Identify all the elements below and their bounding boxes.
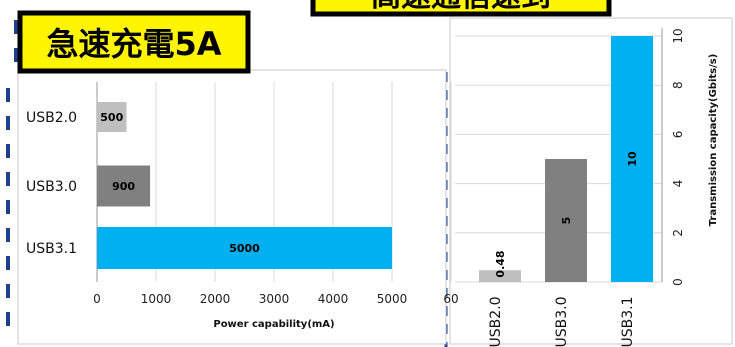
- y-tick-label: 0: [671, 278, 685, 286]
- x-tick-label: 0: [93, 292, 101, 306]
- category-label: USB3.1: [26, 241, 77, 257]
- category-label: USB3.0: [26, 179, 77, 195]
- category-label: USB3.1: [620, 296, 636, 347]
- category-label: USB2.0: [26, 110, 77, 126]
- bar: [97, 227, 392, 269]
- left-dashed-strip: [6, 20, 18, 326]
- y-tick-label: 6: [671, 131, 685, 139]
- x-tick-label: 4000: [318, 292, 349, 306]
- y-tick-label: 10: [671, 28, 685, 43]
- left-chart-frame: [17, 69, 447, 345]
- y-tick-label: 4: [671, 180, 685, 188]
- x-tick-label: 3000: [259, 292, 290, 306]
- x-tick-label: 60: [443, 292, 458, 306]
- transmission-capacity-chart: 0.48 USB2.0 5 USB3.0 10 USB3.1 0 2 4 6 8 10 Transmis…: [455, 28, 719, 347]
- data-label: 10: [626, 151, 639, 167]
- x-tick-label: 2000: [200, 292, 231, 306]
- data-label: 5: [560, 217, 573, 225]
- data-label: 0.48: [494, 250, 507, 277]
- x-tick-label: 1000: [141, 292, 172, 306]
- y-axis-label: Transmission capacity(Gbits/s): [708, 54, 719, 227]
- data-label: 900: [112, 180, 135, 193]
- x-tick-label: 5000: [377, 292, 408, 306]
- bar: [479, 270, 521, 282]
- banner-fast-charge-text: 急速充電5A: [46, 25, 221, 63]
- bar: [97, 102, 127, 132]
- y-tick-label: 2: [671, 229, 685, 237]
- category-label: USB2.0: [488, 296, 504, 347]
- bar: [545, 159, 587, 282]
- banner-high-speed: 高速通信速到: [310, 0, 612, 17]
- data-label: 500: [100, 111, 123, 124]
- power-capability-chart: 500 USB2.0 900 USB3.0 5000 USB3.1 0 1000 2000 300…: [26, 82, 459, 330]
- y-tick-label: 8: [671, 81, 685, 89]
- data-label: 5000: [229, 242, 260, 255]
- bar: [97, 165, 151, 207]
- bar: [611, 36, 653, 282]
- x-axis-label: Power capability(mA): [213, 319, 334, 330]
- right-chart-frame: [449, 17, 733, 345]
- category-label: USB3.0: [554, 296, 570, 347]
- banner-high-speed-text: 高速通信速到: [371, 0, 551, 14]
- banner-fast-charge: 急速充電5A: [17, 10, 251, 74]
